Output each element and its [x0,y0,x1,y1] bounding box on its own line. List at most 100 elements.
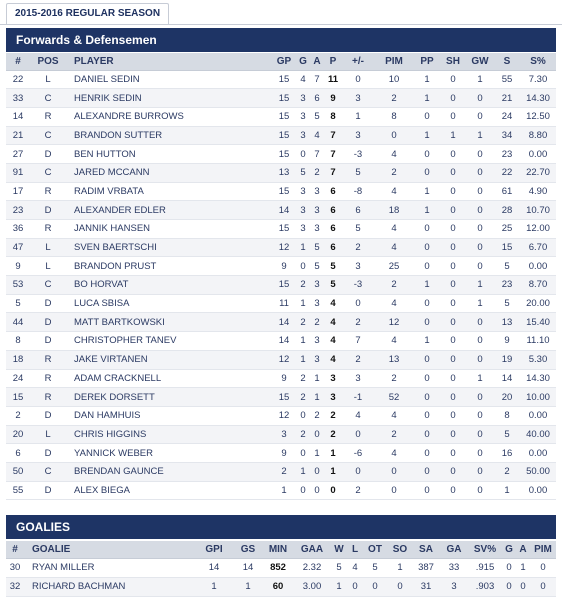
cell-gp: 14 [272,331,296,351]
cell-player[interactable]: ALEXANDRE BURROWS [66,107,272,127]
cell-gpi: 1 [194,577,234,597]
cell-player[interactable]: BRANDON SUTTER [66,126,272,146]
cell-player[interactable]: JARED MCCANN [66,163,272,183]
skaters-header-row: # POS PLAYER GP G A P +/- PIM PP SH GW S S% [6,53,556,71]
column-header-gaa[interactable]: GAA [294,541,330,559]
cell-gp: 15 [272,387,296,407]
column-header-pim[interactable]: PIM [530,541,556,559]
cell-pos: R [30,219,66,239]
cell-gp: 3 [272,425,296,445]
cell-player[interactable]: SVEN BAERTSCHI [66,238,272,258]
tab-regular-season[interactable]: 2015-2016 REGULAR SEASON [6,3,170,25]
cell-player[interactable]: ALEXANDER EDLER [66,200,272,220]
cell-number: 18 [6,350,30,370]
cell-player[interactable]: ALEX BIEGA [66,481,272,501]
cell-pp: 0 [414,163,440,183]
cell-player[interactable]: CHRISTOPHER TANEV [66,331,272,351]
column-header-g[interactable]: G [502,541,516,559]
cell-plus-minus: -8 [342,182,374,202]
cell-goalie[interactable]: RICHARD BACHMAN [24,577,194,597]
column-header-so[interactable]: SO [388,541,412,559]
column-header-a[interactable]: A [516,541,530,559]
column-header-sa[interactable]: SA [412,541,440,559]
cell-player[interactable]: CHRIS HIGGINS [66,425,272,445]
cell-p: 5 [324,256,342,277]
column-header-goalie[interactable]: GOALIE [24,541,194,559]
cell-player[interactable]: BRENDAN GAUNCE [66,462,272,482]
cell-pos: D [30,406,66,426]
cell-gw: 0 [466,312,494,333]
column-header-min[interactable]: MIN [262,541,294,559]
cell-min: 60 [262,577,294,597]
column-header-g[interactable]: G [296,53,310,71]
cell-player[interactable]: BO HORVAT [66,275,272,295]
column-header-a[interactable]: A [310,53,324,71]
cell-spct: 14.30 [520,369,556,389]
cell-s: 22 [494,163,520,183]
cell-gw: 0 [466,350,494,370]
cell-w: 5 [330,558,348,578]
cell-player[interactable]: ADAM CRACKNELL [66,369,272,389]
cell-gw: 0 [466,88,494,108]
column-header-l[interactable]: L [348,541,362,559]
cell-player[interactable]: HENRIK SEDIN [66,88,272,108]
column-header-w[interactable]: W [330,541,348,559]
column-header-pim[interactable]: PIM [374,53,414,71]
column-header-gp[interactable]: GP [272,53,296,71]
tab-divider [0,24,562,25]
cell-pp: 0 [414,219,440,239]
column-header-ga[interactable]: GA [440,541,468,559]
cell-ga: 33 [440,558,468,578]
cell-player[interactable]: JAKE VIRTANEN [66,350,272,370]
cell-number: 22 [6,70,30,90]
column-header-number[interactable]: # [6,541,24,559]
column-header-number[interactable]: # [6,53,30,71]
column-header-s[interactable]: S [494,53,520,71]
column-header-spct[interactable]: S% [520,53,556,71]
cell-player[interactable]: LUCA SBISA [66,294,272,314]
column-header-plus-minus[interactable]: +/- [342,53,374,71]
cell-number: 91 [6,163,30,183]
column-header-sh[interactable]: SH [440,53,466,71]
table-row: 22 L DANIEL SEDIN 15 4 7 11 0 10 1 0 1 55 7.30 [6,70,556,90]
cell-player[interactable]: MATT BARTKOWSKI [66,312,272,333]
cell-player[interactable]: DAN HAMHUIS [66,406,272,426]
cell-gp: 15 [272,219,296,239]
cell-pp: 0 [414,425,440,445]
column-header-gw[interactable]: GW [466,53,494,71]
column-header-player[interactable]: PLAYER [66,53,272,71]
cell-player[interactable]: YANNICK WEBER [66,443,272,463]
cell-goalie[interactable]: RYAN MILLER [24,558,194,578]
cell-gp: 13 [272,163,296,183]
cell-player[interactable]: BEN HUTTON [66,144,272,164]
cell-player[interactable]: DANIEL SEDIN [66,70,272,90]
cell-player[interactable]: JANNIK HANSEN [66,219,272,239]
cell-player[interactable]: BRANDON PRUST [66,256,272,277]
cell-g: 0 [296,443,310,463]
cell-s: 24 [494,107,520,127]
cell-player[interactable]: RADIM VRBATA [66,182,272,202]
column-header-pos[interactable]: POS [30,53,66,71]
cell-plus-minus: 1 [342,107,374,127]
cell-gp: 14 [272,200,296,220]
cell-player[interactable]: DEREK DORSETT [66,387,272,407]
column-header-ot[interactable]: OT [362,541,388,559]
cell-number: 5 [6,294,30,314]
column-header-p[interactable]: P [324,53,342,71]
cell-gw: 0 [466,163,494,183]
cell-number: 44 [6,312,30,333]
cell-plus-minus: 2 [342,238,374,258]
column-header-pp[interactable]: PP [414,53,440,71]
column-header-gs[interactable]: GS [234,541,262,559]
goalies-table: # GOALIE GPI GS MIN GAA W L OT SO SA GA SV% G A PIM 30 R… [6,541,556,597]
cell-sh: 0 [440,294,466,314]
table-row: 30 RYAN MILLER 14 14 852 2.32 5 4 5 1 387 33.915 0 1 0 [6,558,556,578]
cell-s: 16 [494,443,520,463]
cell-p: 2 [324,425,342,445]
table-row: 24 R ADAM CRACKNELL 9 2 1 3 3 2 0 0 1 14 14.30 [6,369,556,389]
cell-gw: 0 [466,387,494,407]
cell-number: 55 [6,481,30,501]
column-header-gpi[interactable]: GPI [194,541,234,559]
column-header-svpct[interactable]: SV% [468,541,502,559]
cell-g: 0 [296,144,310,164]
